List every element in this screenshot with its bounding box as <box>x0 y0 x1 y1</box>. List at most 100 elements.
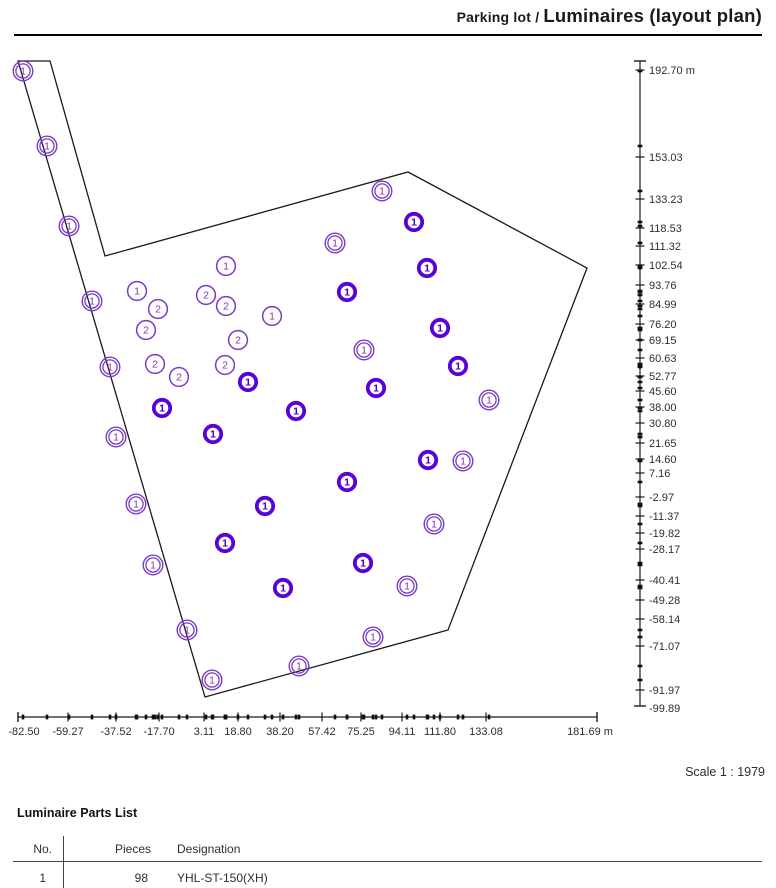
luminaire-circle <box>426 516 442 532</box>
right-ruler-tick-label: 153.03 <box>649 152 683 164</box>
luminaire-count-label: 1 <box>262 501 268 513</box>
bottom-ruler-minor-tick <box>361 714 365 720</box>
luminaire-count-label: 2 <box>235 335 241 347</box>
luminaire-circle <box>176 619 198 641</box>
right-ruler-minor-tick <box>637 375 643 379</box>
luminaire-circle <box>105 426 127 448</box>
right-ruler-tick-label: -28.17 <box>649 544 680 556</box>
luminaire-circle <box>261 305 283 327</box>
luminaire-symbol: 2 <box>214 354 236 376</box>
luminaire-count-label: 1 <box>460 456 466 468</box>
luminaire-symbol: 1 <box>12 60 34 82</box>
luminaire-count-label: 2 <box>176 372 182 384</box>
bottom-ruler-minor-tick <box>487 714 491 720</box>
cell-no: 1 <box>39 871 46 885</box>
parts-list-heading: Luminaire Parts List <box>17 806 138 820</box>
luminaire-count-label: 1 <box>222 538 228 550</box>
table-vertical-divider <box>63 836 64 888</box>
right-ruler-minor-tick <box>637 398 643 402</box>
bottom-ruler-minor-tick <box>67 714 71 720</box>
cell-designation: YHL-ST-150(XH) <box>177 871 268 885</box>
bottom-ruler-minor-tick <box>144 714 148 720</box>
bottom-ruler-minor-tick <box>45 714 49 720</box>
bottom-ruler-minor-tick <box>21 714 25 720</box>
luminaire-count-label: 1 <box>210 429 216 441</box>
luminaire-symbol: 2 <box>135 319 157 341</box>
luminaire-circle <box>204 672 220 688</box>
bottom-ruler-minor-tick <box>461 714 465 720</box>
luminaire-circle <box>324 232 346 254</box>
right-ruler-tick-label: -11.37 <box>649 511 679 523</box>
luminaire-circle <box>214 532 236 554</box>
luminaire-circle <box>84 293 100 309</box>
luminaire-symbol: 1 <box>416 257 438 279</box>
right-ruler-tick-label: -49.28 <box>649 595 680 607</box>
luminaire-count-label: 1 <box>373 383 379 395</box>
bottom-ruler-minor-tick <box>156 714 160 720</box>
luminaire-symbol: 1 <box>254 495 276 517</box>
luminaire-symbol: 1 <box>417 449 439 471</box>
bottom-ruler-minor-tick <box>294 714 298 720</box>
right-ruler-minor-tick <box>637 432 643 436</box>
luminaire-count-label: 1 <box>20 66 26 78</box>
luminaire-count-label: 1 <box>425 455 431 467</box>
luminaire-count-label: 1 <box>437 323 443 335</box>
right-ruler-minor-tick <box>637 338 643 342</box>
luminaire-symbol: 1 <box>452 450 474 472</box>
luminaire-symbol: 1 <box>214 532 236 554</box>
luminaire-symbol: 1 <box>403 211 425 233</box>
right-ruler-minor-tick <box>637 326 643 330</box>
luminaire-circle <box>135 319 157 341</box>
right-ruler-minor-tick <box>637 299 643 303</box>
luminaire-count-label: 2 <box>222 360 228 372</box>
luminaire-count-label: 1 <box>360 558 366 570</box>
luminaire-circle <box>254 495 276 517</box>
luminaire-symbol: 1 <box>396 575 418 597</box>
bottom-ruler-minor-tick <box>151 714 155 720</box>
luminaire-circle <box>227 329 249 351</box>
luminaire-circle <box>102 359 118 375</box>
luminaire-circle <box>202 423 224 445</box>
bottom-ruler-tick-label: 75.25 <box>347 726 375 738</box>
luminaire-symbol: 1 <box>201 669 223 691</box>
right-ruler-minor-tick <box>637 628 643 632</box>
luminaire-count-label: 1 <box>486 395 492 407</box>
right-ruler-tick-label: 111.32 <box>649 241 681 253</box>
luminaire-circle <box>416 257 438 279</box>
luminaire-symbol: 2 <box>144 353 166 375</box>
luminaire-count-label: 1 <box>404 581 410 593</box>
luminaire-count-label: 1 <box>293 406 299 418</box>
right-ruler-minor-tick <box>637 304 643 308</box>
luminaire-symbol: 1 <box>336 471 358 493</box>
right-ruler-tick-label: -19.82 <box>649 528 680 540</box>
right-ruler-minor-tick <box>637 541 643 545</box>
luminaire-count-label: 1 <box>89 296 95 308</box>
luminaire-circle <box>365 629 381 645</box>
column-header-designation: Designation <box>177 842 241 856</box>
right-ruler-tick-label: 38.00 <box>649 402 677 414</box>
luminaire-symbol: 1 <box>142 554 164 576</box>
luminaire-count-label: 1 <box>150 560 156 572</box>
luminaire-symbol: 1 <box>336 281 358 303</box>
luminaire-count-label: 1 <box>184 625 190 637</box>
luminaire-count-label: 1 <box>379 186 385 198</box>
bottom-ruler-minor-tick <box>108 714 112 720</box>
luminaire-circle <box>336 471 358 493</box>
bottom-ruler-minor-tick <box>160 714 164 720</box>
right-ruler-minor-tick <box>637 224 643 228</box>
luminaire-count-label: 1 <box>44 141 50 153</box>
luminaire-count-label: 2 <box>155 304 161 316</box>
luminaire-circle <box>195 284 217 306</box>
bottom-ruler-minor-tick <box>246 714 250 720</box>
luminaire-circle <box>403 211 425 233</box>
luminaire-circle <box>336 281 358 303</box>
luminaire-circle <box>179 622 195 638</box>
bottom-ruler-minor-tick <box>211 714 215 720</box>
bottom-ruler-minor-tick <box>426 714 430 720</box>
right-ruler-minor-tick <box>637 480 643 484</box>
right-ruler-minor-tick <box>637 386 643 390</box>
luminaire-symbol: 2 <box>227 329 249 351</box>
luminaire-symbol: 1 <box>365 377 387 399</box>
luminaire-circle <box>58 215 80 237</box>
